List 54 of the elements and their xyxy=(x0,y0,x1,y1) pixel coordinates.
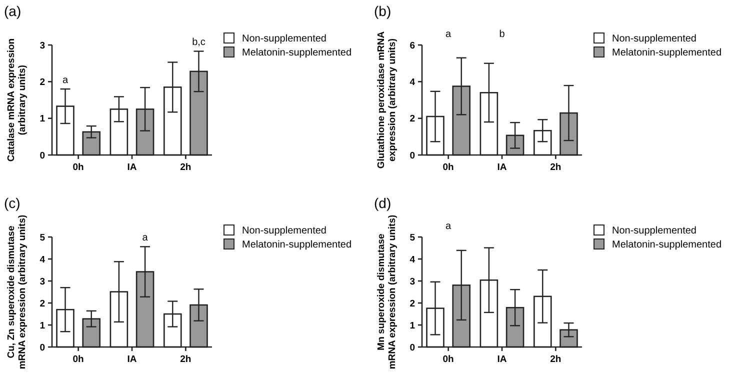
x-tick-label: IA xyxy=(127,354,137,365)
legend-label: Melatonin-supplemented xyxy=(612,48,722,58)
y-tick-label: 1 xyxy=(40,320,46,332)
x-tick-label: 2h xyxy=(550,162,562,173)
y-tick-label: 3 xyxy=(410,276,415,288)
chart-title: (c) xyxy=(4,195,20,211)
annotation: a xyxy=(142,232,148,244)
y-tick-label: 5 xyxy=(410,232,416,244)
x-tick-label: IA xyxy=(497,162,507,173)
y-tick-label: 4 xyxy=(40,254,46,266)
annotation: a xyxy=(62,75,68,86)
y-axis-title: Glutathione peroxidase mRNA expression (arbitrary units) xyxy=(376,31,398,169)
x-tick-label: 2h xyxy=(180,162,192,173)
legend-label: Melatonin-supplemented xyxy=(612,240,722,250)
y-tick-label: 2 xyxy=(410,114,415,125)
y-tick-label: 2 xyxy=(40,76,45,88)
y-tick-label: 0 xyxy=(40,342,45,354)
y-tick-label: 3 xyxy=(40,40,45,52)
annotation: b,c xyxy=(192,37,206,48)
legend-label: Non-supplemented xyxy=(612,226,696,236)
y-axis-title: Mn superoxide dismutase mRNA expression (arbitrary units) xyxy=(376,214,398,370)
x-tick-label: 0h xyxy=(442,354,454,365)
x-tick-label: 0h xyxy=(72,162,84,173)
y-axis-title: Cu, Zn superoxide dismutase mRNA expression (arbitrary units) xyxy=(6,214,28,370)
text: b xyxy=(499,29,506,40)
legend-label: Non-supplemented xyxy=(242,226,326,236)
y-tick-label: 1 xyxy=(40,114,46,125)
text: a xyxy=(446,221,452,232)
x-tick-label: 2h xyxy=(550,354,562,365)
x-tick-label: IA xyxy=(127,162,137,173)
x-tick-label: IA xyxy=(497,354,507,365)
y-tick-label: 2 xyxy=(40,298,45,310)
legend-label: Melatonin-supplemented xyxy=(242,240,352,250)
x-tick-label: 2h xyxy=(180,354,192,365)
y-tick-label: 6 xyxy=(410,40,415,52)
y-tick-label: 4 xyxy=(410,76,416,88)
x-tick-label: 0h xyxy=(72,354,84,365)
y-tick-label: 0 xyxy=(410,150,415,162)
text: a xyxy=(446,29,452,40)
y-tick-label: 0 xyxy=(40,150,45,162)
y-tick-label: 2 xyxy=(410,298,415,310)
y-tick-label: 5 xyxy=(40,232,46,244)
legend-label: Melatonin-supplemented xyxy=(242,48,352,58)
legend-label: Non-supplemented xyxy=(612,34,696,44)
y-tick-label: 4 xyxy=(410,254,416,266)
y-tick-label: 3 xyxy=(40,276,45,288)
legend-label: Non-supplemented xyxy=(242,34,326,44)
y-axis-title: Catalase mRNA expression (arbitrary units) xyxy=(6,38,28,162)
y-tick-label: 0 xyxy=(410,342,415,354)
y-tick-label: 1 xyxy=(410,320,416,332)
x-tick-label: 0h xyxy=(442,162,454,173)
chart-title: (b) xyxy=(374,3,392,19)
chart-title: (d) xyxy=(374,195,392,211)
chart-title: (a) xyxy=(4,3,22,19)
